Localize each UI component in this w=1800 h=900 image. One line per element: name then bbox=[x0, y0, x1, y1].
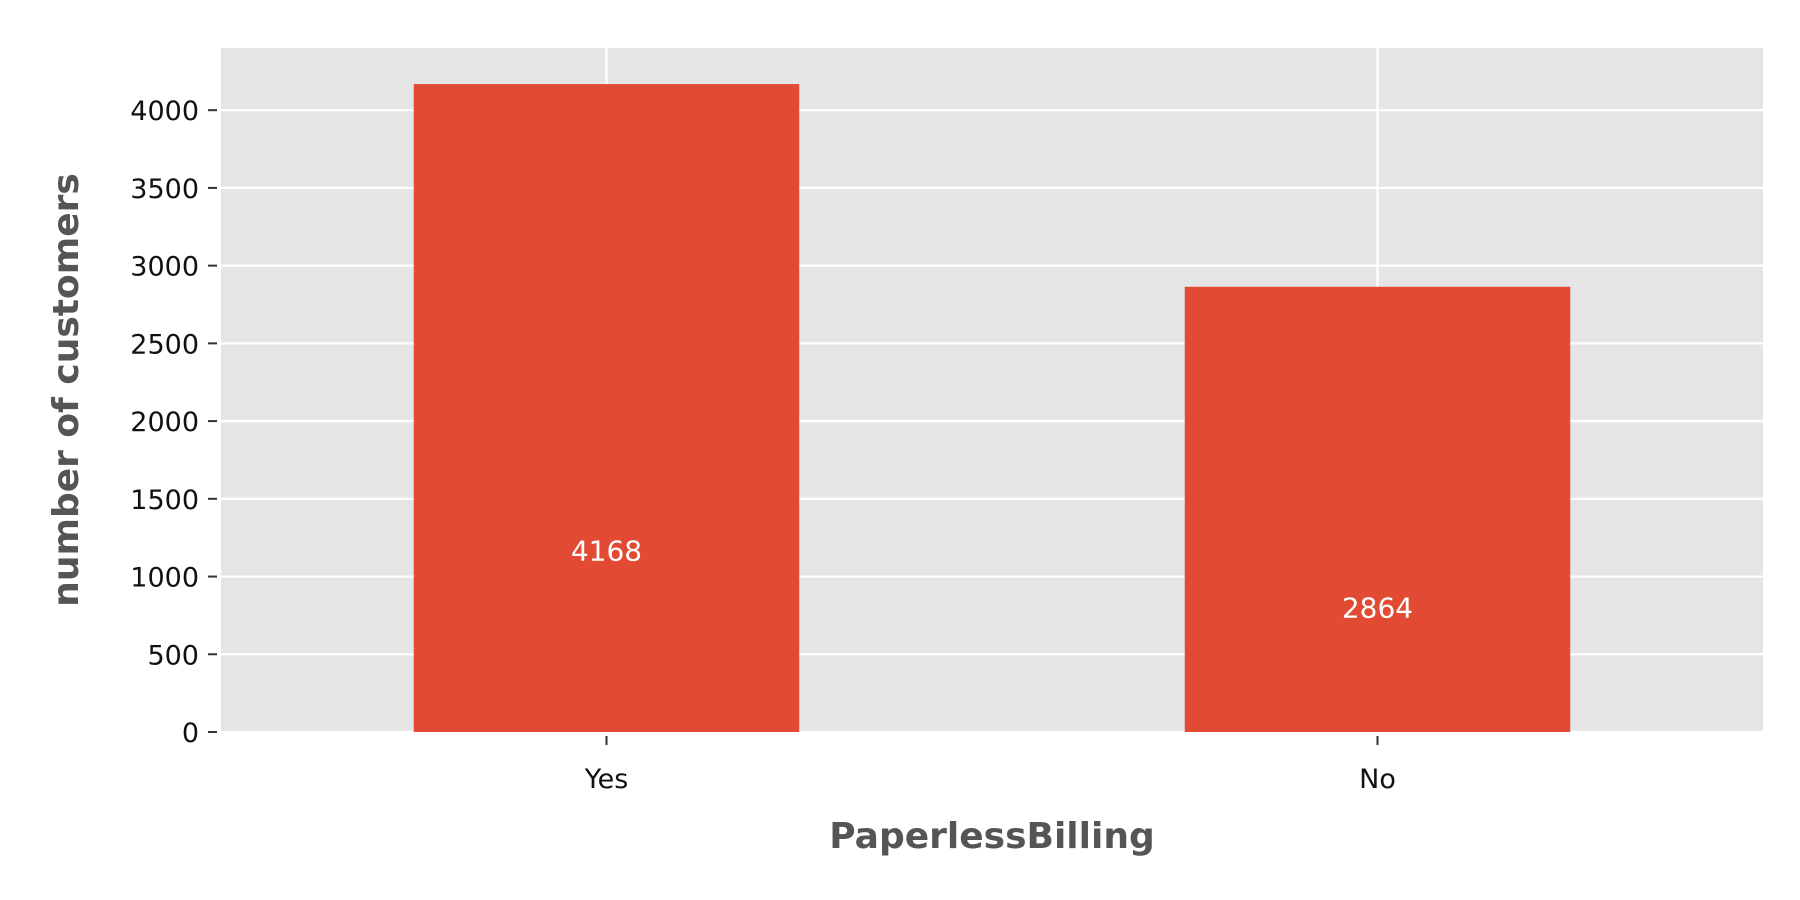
y-tick-label: 0 bbox=[182, 718, 199, 749]
x-axis-title: PaperlessBilling bbox=[829, 816, 1154, 857]
y-axis-title: number of customers bbox=[46, 173, 87, 607]
bar-yes bbox=[413, 84, 800, 733]
bars: 4168 2864 bbox=[413, 84, 1571, 733]
y-tick-label: 3500 bbox=[130, 174, 199, 205]
bar-no bbox=[1184, 286, 1571, 732]
x-tick-label: No bbox=[1359, 764, 1396, 795]
y-axis-ticks: 0 500 1000 1500 2000 2500 3000 3500 4000 bbox=[130, 96, 217, 749]
y-tick-label: 1000 bbox=[130, 563, 199, 594]
y-tick-label: 4000 bbox=[130, 96, 199, 127]
y-tick-label: 1500 bbox=[130, 485, 199, 516]
y-tick-label: 3000 bbox=[130, 252, 199, 283]
y-tick-label: 2000 bbox=[130, 407, 199, 438]
bar-data-label: 2864 bbox=[1342, 591, 1413, 624]
y-tick-label: 2500 bbox=[130, 329, 199, 360]
x-axis-ticks: Yes No bbox=[584, 736, 1396, 795]
x-tick-label: Yes bbox=[584, 764, 629, 795]
y-tick-label: 500 bbox=[147, 640, 199, 671]
bar-data-label: 4168 bbox=[571, 535, 642, 568]
